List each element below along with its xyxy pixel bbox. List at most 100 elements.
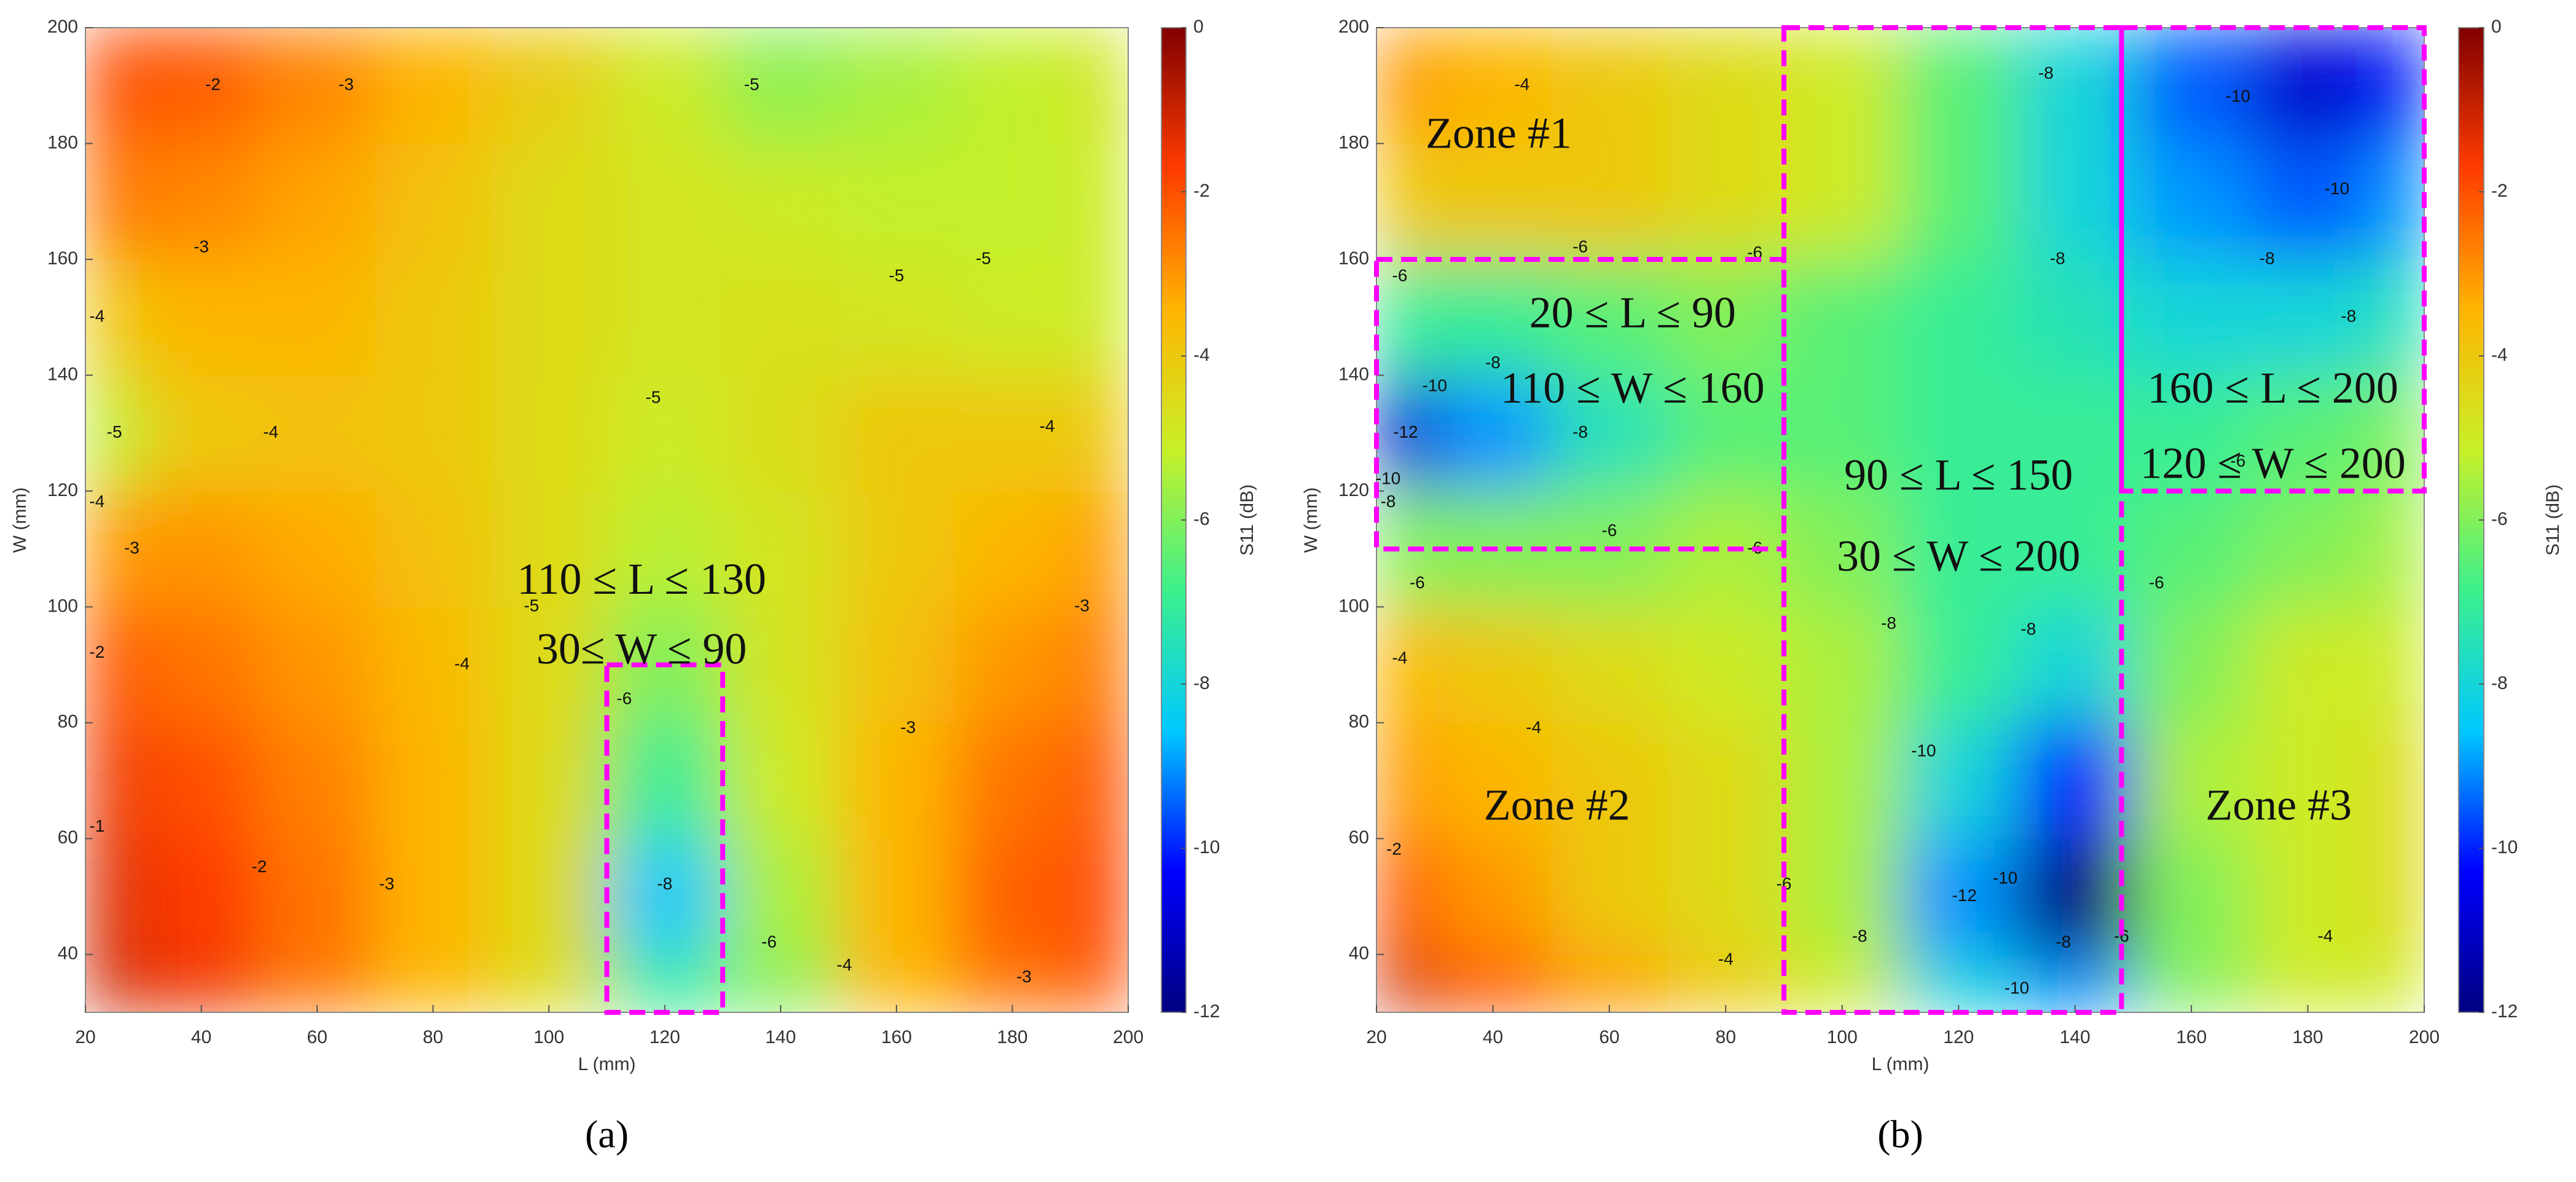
y-tick-label: 200 [47,17,78,37]
heatmap-cell [143,259,260,376]
contour-label: -4 [89,307,104,326]
heatmap-cell [2016,28,2134,57]
heatmap-cell [143,56,260,144]
heatmap-cell [1550,143,1668,260]
contour-label: -8 [1881,613,1896,632]
heatmap-cell [85,259,144,376]
heatmap-cell [954,491,1071,607]
heatmap-cell [1667,28,1785,57]
x-tick-label: 120 [1943,1027,1974,1047]
y-tick-label: 80 [58,712,78,732]
x-tick-label: 200 [2409,1027,2440,1047]
panel-label: (b) [1877,1113,1923,1156]
y-tick-label: 180 [1338,132,1369,152]
heatmap-cell [259,259,375,376]
heatmap [85,28,1128,1012]
x-tick-label: 20 [75,1027,95,1047]
region-label: 20 ≤ L ≤ 90 [1530,288,1736,337]
heatmap-cell [2249,56,2366,144]
heatmap-cell [2132,722,2250,839]
contour-label: -1 [89,816,104,835]
heatmap-cell [2016,143,2134,260]
contour-label: -10 [2226,86,2250,105]
heatmap-cell [2365,838,2424,955]
heatmap-cell [1900,28,2017,57]
heatmap-cells [85,28,1128,1012]
x-tick-label: 140 [765,1027,796,1047]
heatmap-cell [2132,838,2250,955]
contour-label: -8 [2050,248,2065,267]
heatmap-cell [1667,143,1785,260]
heatmap-cell [722,28,839,57]
contour-label: -10 [2325,179,2349,198]
heatmap-cell [954,606,1071,723]
heatmap-cell [259,606,375,723]
heatmap-cell [954,954,1071,1012]
region-label: 160 ≤ L ≤ 200 [2148,363,2398,412]
heatmap-cell [85,722,144,839]
heatmap-cells [1376,28,2424,1012]
heatmap-cell [490,374,607,492]
heatmap-cell [1900,56,2017,144]
heatmap-cell [490,491,607,607]
contour-label: -4 [2318,926,2333,945]
heatmap-cell [1667,374,1785,492]
y-axis-label: W (mm) [10,487,30,553]
heatmap-cell [1900,838,2017,955]
colorbar-tick-label: -12 [2491,1001,2518,1022]
heatmap [1376,28,2424,1012]
heatmap-cell [374,56,492,144]
heatmap-cell [1376,954,1435,1012]
contour-label: -5 [976,248,991,267]
zone-label: Zone #1 [1426,109,1572,158]
heatmap-cell [2016,374,2134,492]
heatmap-cell [85,374,144,492]
region-box [604,662,726,1015]
colorbar-tick-label: -2 [2491,181,2508,201]
heatmap-cell [1900,143,2017,260]
x-tick-label: 180 [2293,1027,2323,1047]
heatmap-cell [374,606,492,723]
heatmap-cell [1070,491,1128,607]
contour-label: -4 [89,492,104,511]
contour-label: -8 [1852,926,1867,945]
heatmap-cell [85,838,144,955]
heatmap-cell [143,143,260,260]
heatmap-cell [838,606,955,723]
x-tick-label: 40 [191,1027,211,1047]
heatmap-cell [2132,259,2250,376]
heatmap-cell [2249,259,2366,376]
x-tick-label: 100 [533,1027,564,1047]
contour-label: -6 [616,689,632,708]
contour-label: -6 [2230,451,2245,470]
heatmap-cell [1783,374,1901,492]
contour-label: -8 [1380,492,1396,511]
heatmap-cell [1376,722,1435,839]
heatmap-cell [2249,143,2366,260]
heatmap-cell [2132,491,2250,607]
heatmap-cell [2132,143,2250,260]
heatmap-cell [607,259,723,376]
region-box [1781,25,2124,1015]
heatmap-cell [2249,838,2366,955]
heatmap-cell [954,838,1071,955]
heatmap-cell [1550,954,1668,1012]
heatmap-cell [490,606,607,723]
heatmap-cell [490,143,607,260]
heatmap-cell [1070,606,1128,723]
colorbar-tick-label: -2 [1193,181,1210,201]
y-tick-label: 100 [47,596,78,616]
heatmap-cell [1070,28,1128,57]
heatmap-cell [954,143,1071,260]
colorbar-tick-label: -10 [1193,837,1220,857]
colorbar-tick-label: -8 [1193,673,1210,693]
heatmap-cell [1550,28,1668,57]
contour-label: -12 [1393,422,1418,441]
contour-label: -3 [379,874,395,893]
y-tick-label: 40 [58,944,78,964]
heatmap-cell [1070,954,1128,1012]
contour-label: -5 [107,422,122,441]
contour-label: -4 [837,955,852,974]
heatmap-cell [1900,606,2017,723]
heatmap-cell [954,722,1071,839]
